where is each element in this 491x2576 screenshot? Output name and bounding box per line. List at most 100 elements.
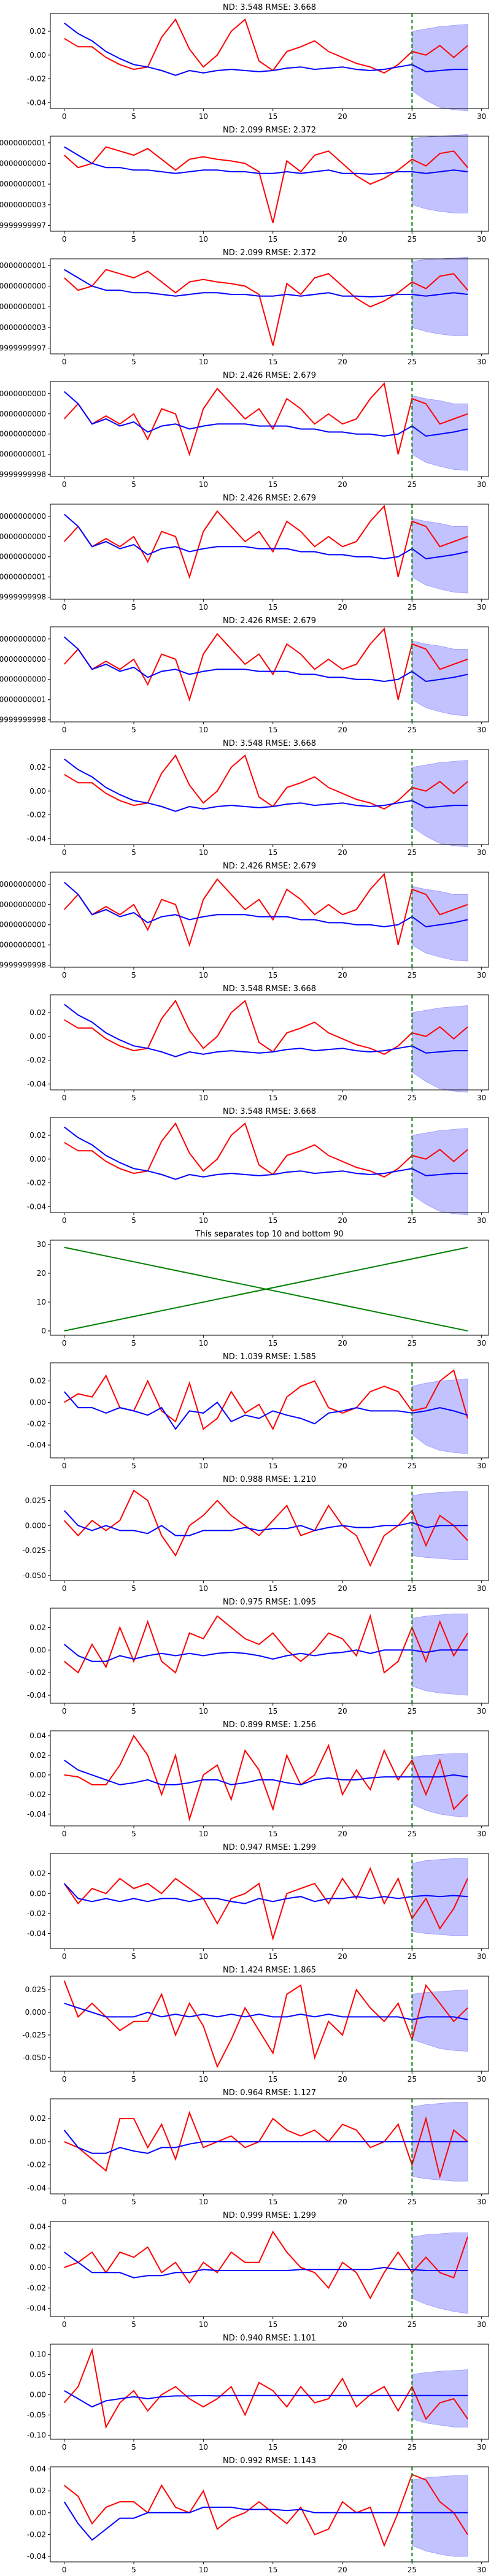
chart-title: This separates top 10 and bottom 90 xyxy=(195,1230,343,1239)
x-tick-label: 10 xyxy=(199,2320,208,2329)
separator-line xyxy=(64,1246,468,1332)
y-tick-label: -0.059999999999999998 xyxy=(0,593,46,602)
y-tick-label: -0.02 xyxy=(27,1056,46,1065)
y-tick-label: -0.04 xyxy=(27,2552,46,2561)
x-tick-label: 25 xyxy=(408,358,417,366)
y-tick-label: -0.02 xyxy=(27,1419,46,1428)
y-tick-label: 0.10 xyxy=(29,2350,46,2358)
y-tick-label: 0.000 xyxy=(25,2008,46,2017)
y-tick-label: 0 xyxy=(41,1327,46,1335)
chart-panel: ND: 2.426 RMSE: 2.679 -0.0599999999999999… xyxy=(0,862,489,979)
y-tick-label: -0.050000000000000003 xyxy=(0,201,46,209)
x-tick-label: 0 xyxy=(62,112,67,121)
x-tick-label: 25 xyxy=(408,848,417,857)
y-tick-label: 0.02 xyxy=(29,27,46,36)
forecast-series-line xyxy=(64,1126,468,1180)
y-tick-label: 0.020000000000000000 xyxy=(0,512,46,521)
y-tick-label: -0.050 xyxy=(22,2053,46,2062)
forecast-series-line xyxy=(63,1883,468,1904)
x-tick-label: 0 xyxy=(62,2075,67,2083)
x-tick-label: 30 xyxy=(477,603,486,611)
x-tick-label: 0 xyxy=(62,1094,67,1102)
y-tick-label: -0.074999999999999997 xyxy=(0,221,46,230)
x-tick-label: 0 xyxy=(62,2566,67,2574)
chart-panel: ND: 2.099 RMSE: 2.372 -0.0749999999999999… xyxy=(0,248,489,366)
x-tick-label: 20 xyxy=(338,848,347,857)
x-tick-label: 0 xyxy=(62,2443,67,2451)
x-tick-label: 5 xyxy=(131,2320,136,2329)
actual-series-line xyxy=(64,2230,468,2300)
plot-frame xyxy=(50,1362,489,1459)
x-tick-label: 15 xyxy=(268,2320,277,2329)
x-tick-label: 0 xyxy=(62,2198,67,2206)
x-tick-label: 10 xyxy=(199,2075,208,2083)
y-tick-label: -0.025000000000000001 xyxy=(0,180,46,188)
y-tick-label: -0.04 xyxy=(27,2304,46,2313)
chart-panel: ND: 0.940 RMSE: 1.101 -0.10 -0.05 0.00 0.05 0… xyxy=(27,2334,489,2451)
x-tick-label: 25 xyxy=(408,235,417,243)
x-tick-label: 0 xyxy=(62,1707,67,1715)
x-tick-label: 10 xyxy=(199,358,208,366)
chart-title: ND: 1.039 RMSE: 1.585 xyxy=(223,1352,316,1362)
plot-frame xyxy=(50,381,489,477)
chart-title: ND: 3.548 RMSE: 3.668 xyxy=(223,984,316,994)
confidence-band xyxy=(412,1753,468,1817)
y-tick-label: -0.020000000000000000 xyxy=(0,553,46,561)
y-tick-label: 0.02 xyxy=(29,2486,46,2495)
x-tick-label: 0 xyxy=(62,2320,67,2329)
x-tick-label: 10 xyxy=(199,1584,208,1593)
x-tick-label: 15 xyxy=(268,2443,277,2451)
x-tick-label: 0 xyxy=(62,1462,67,1470)
confidence-band xyxy=(412,395,468,471)
x-tick-label: 10 xyxy=(199,603,208,611)
x-tick-label: 15 xyxy=(268,112,277,121)
x-tick-label: 5 xyxy=(131,1216,136,1225)
x-tick-label: 30 xyxy=(477,2320,486,2329)
y-tick-label: -0.050 xyxy=(22,1571,46,1580)
x-tick-label: 15 xyxy=(268,1339,277,1347)
x-tick-label: 15 xyxy=(268,2075,277,2083)
x-tick-label: 0 xyxy=(62,235,67,243)
confidence-band xyxy=(412,886,468,962)
forecast-series-line xyxy=(64,513,468,560)
forecast-series-line xyxy=(64,758,468,812)
x-tick-label: 25 xyxy=(408,1584,417,1593)
x-tick-label: 10 xyxy=(199,971,208,979)
y-tick-label: 0.025 xyxy=(25,1496,46,1505)
y-tick-label: -0.04 xyxy=(27,1202,46,1211)
forecast-series-line xyxy=(64,2003,468,2020)
chart-panel: ND: 2.426 RMSE: 2.679 -0.0599999999999999… xyxy=(0,616,489,734)
x-tick-label: 30 xyxy=(477,1094,486,1102)
confidence-band xyxy=(412,518,468,594)
y-tick-label: 30 xyxy=(37,1240,46,1249)
x-tick-label: 5 xyxy=(131,358,136,366)
y-tick-label: -0.050000000000000003 xyxy=(0,323,46,332)
confidence-band xyxy=(412,1378,468,1454)
x-tick-label: 0 xyxy=(62,603,67,611)
y-tick-label: -0.04 xyxy=(27,834,46,843)
chart-panel: ND: 3.548 RMSE: 3.668 -0.04 -0.02 0.00 0.02 0… xyxy=(27,3,489,121)
chart-panel: ND: 2.426 RMSE: 2.679 -0.0599999999999999… xyxy=(0,494,489,611)
y-tick-label: 0.00 xyxy=(29,1889,46,1898)
y-tick-label: 0.00 xyxy=(29,787,46,795)
x-tick-label: 5 xyxy=(131,112,136,121)
forecast-series-line xyxy=(64,391,468,437)
x-tick-label: 5 xyxy=(131,848,136,857)
y-tick-label: -0.04 xyxy=(27,1691,46,1700)
confidence-band xyxy=(412,1128,468,1216)
forecast-series-line xyxy=(64,1760,468,1785)
x-tick-label: 5 xyxy=(131,971,136,979)
x-tick-label: 0 xyxy=(62,1339,67,1347)
y-tick-label: -0.040000000000000001 xyxy=(0,696,46,704)
x-tick-label: 15 xyxy=(268,1094,277,1102)
x-tick-label: 25 xyxy=(408,2320,417,2329)
confidence-band xyxy=(412,2369,468,2428)
x-tick-label: 10 xyxy=(199,1216,208,1225)
x-tick-label: 25 xyxy=(408,1952,417,1961)
y-tick-label: -0.02 xyxy=(27,2283,46,2292)
x-tick-label: 20 xyxy=(338,358,347,366)
y-tick-label: 0.00 xyxy=(29,1032,46,1041)
